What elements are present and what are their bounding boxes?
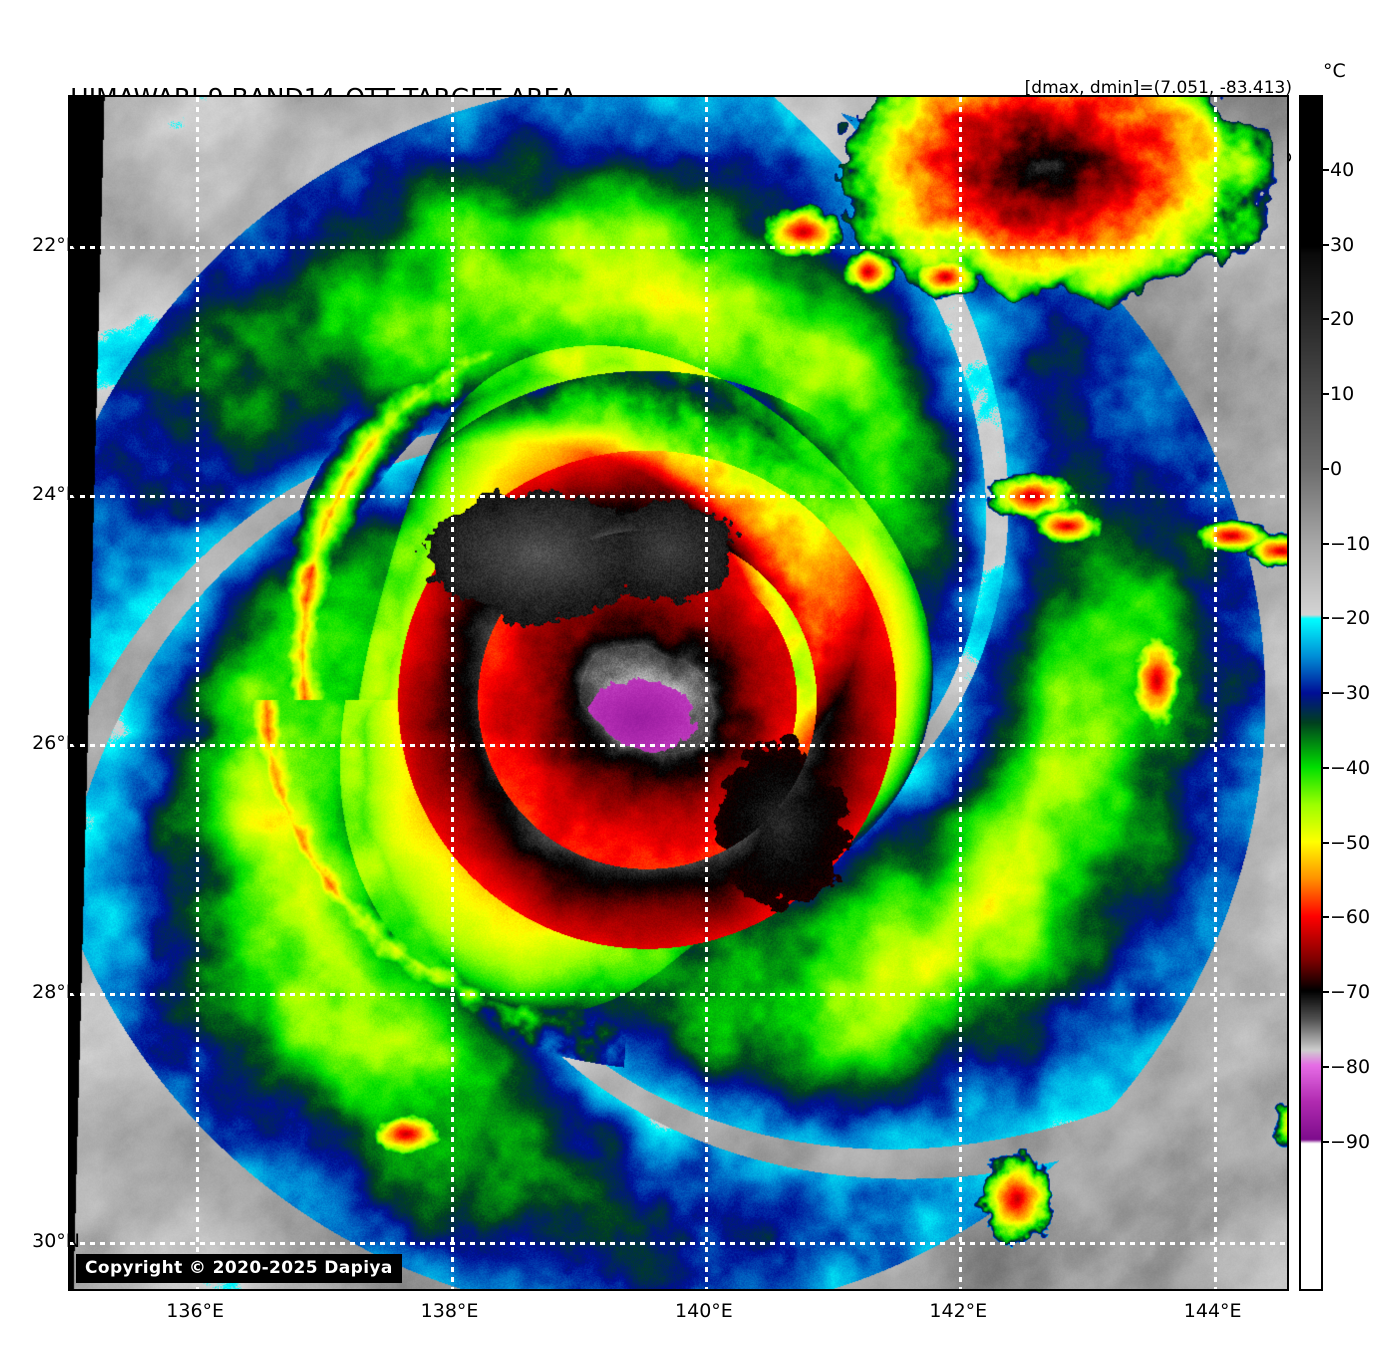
satellite-image-plot[interactable]: Copyright © 2020-2025 Dapiya <box>68 95 1289 1291</box>
colorbar-tick-label: −90 <box>1330 1130 1371 1153</box>
colorbar-tick-label: −60 <box>1330 906 1371 929</box>
y-tick-label: 30°N <box>32 1230 80 1253</box>
colorbar-tick-mark <box>1323 467 1329 470</box>
colorbar-tick-mark <box>1323 841 1329 844</box>
colorbar-tick-mark <box>1323 617 1329 620</box>
satellite-ir-canvas <box>70 97 1287 1289</box>
colorbar-tick-label: −30 <box>1330 682 1371 704</box>
colorbar-tick-label: −50 <box>1330 831 1371 854</box>
data-minmax-label: [dmax, dmin]=(7.051, -83.413) <box>1024 78 1292 98</box>
colorbar-tick-mark <box>1323 393 1329 395</box>
colorbar-tick-label: −40 <box>1330 756 1371 779</box>
colorbar <box>1299 95 1323 1291</box>
colorbar-tick-label: −80 <box>1330 1055 1371 1078</box>
colorbar-tick-mark <box>1323 1140 1329 1143</box>
colorbar-unit-label: °C <box>1323 60 1346 82</box>
colorbar-tick-label: −10 <box>1330 532 1371 555</box>
colorbar-tick-label: 40 <box>1330 158 1355 181</box>
colorbar-tick-label: 0 <box>1330 457 1343 480</box>
y-tick-label: 24°N <box>32 482 80 505</box>
colorbar-tick-mark <box>1323 991 1329 993</box>
colorbar-tick-label: −70 <box>1330 981 1371 1003</box>
colorbar-tick-label: 30 <box>1330 233 1355 256</box>
colorbar-gradient <box>1301 97 1321 1289</box>
copyright-banner: Copyright © 2020-2025 Dapiya <box>76 1254 402 1283</box>
x-tick-label: 138°E <box>420 1300 479 1322</box>
colorbar-tick-mark <box>1323 916 1329 919</box>
colorbar-tick-mark <box>1323 766 1329 769</box>
colorbar-tick-label: 10 <box>1330 383 1355 405</box>
x-tick-label: 136°E <box>166 1300 225 1322</box>
x-tick-label: 144°E <box>1183 1300 1242 1322</box>
colorbar-tick-mark <box>1323 692 1329 694</box>
colorbar-tick-mark <box>1323 168 1329 171</box>
colorbar-tick-mark <box>1323 542 1329 545</box>
colorbar-tick-label: −20 <box>1330 607 1371 630</box>
y-tick-label: 28°N <box>32 981 80 1003</box>
x-tick-label: 140°E <box>675 1300 733 1322</box>
colorbar-tick-mark <box>1323 318 1329 321</box>
y-tick-label: 26°N <box>32 731 80 754</box>
colorbar-tick-mark <box>1323 1065 1329 1068</box>
colorbar-tick-label: 20 <box>1330 308 1355 331</box>
x-tick-label: 142°E <box>929 1300 988 1322</box>
y-tick-label: 22°N <box>32 233 80 256</box>
colorbar-tick-mark <box>1323 243 1329 246</box>
